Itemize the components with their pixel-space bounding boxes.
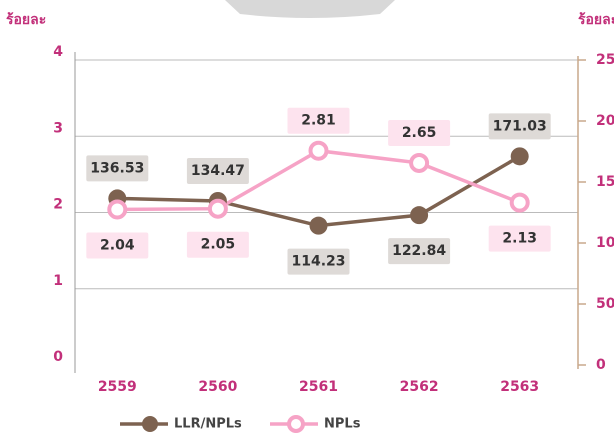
- point: [207, 198, 228, 219]
- point: [509, 192, 530, 213]
- data-label-box: [86, 232, 149, 259]
- y2-tick-label: 200: [596, 113, 614, 129]
- data-label-group: 136.53: [86, 155, 149, 182]
- y-axis-title: ร้อยละ: [6, 12, 46, 28]
- data-label-group: 2.13: [488, 225, 551, 252]
- x-tick-label: 2560: [198, 379, 237, 395]
- data-label-box: [86, 155, 149, 182]
- data-label-group: 2.05: [186, 231, 249, 258]
- y-tick-label: 1: [53, 273, 63, 289]
- y2-tick-label: 0: [596, 357, 606, 373]
- data-label-box: [388, 119, 451, 146]
- data-label-box: [186, 231, 249, 258]
- data-label: 2.04: [100, 237, 135, 253]
- data-label: 171.03: [493, 118, 547, 134]
- y2-tick-label: 250: [596, 52, 614, 68]
- point: [510, 147, 529, 166]
- y-tick-label: 0: [53, 349, 63, 365]
- x-tick-label: 2559: [98, 379, 137, 395]
- legend-swatch: [287, 415, 305, 433]
- data-label-box: [488, 113, 551, 140]
- data-label: 114.23: [291, 254, 345, 270]
- data-label: 134.47: [191, 163, 245, 179]
- y2-tick-label: 150: [596, 174, 614, 190]
- data-label: 2.13: [502, 231, 537, 247]
- data-label-box: [287, 107, 350, 134]
- point: [308, 140, 329, 161]
- y-tick-label: 2: [53, 197, 63, 213]
- data-label-group: 122.84: [388, 238, 451, 265]
- point: [309, 216, 328, 235]
- data-label-group: 2.81: [287, 107, 350, 134]
- data-label: 2.05: [201, 237, 236, 253]
- data-label-group: 171.03: [488, 113, 551, 140]
- point: [107, 199, 128, 220]
- legend-label: LLR/NPLs: [174, 417, 242, 432]
- data-label-box: [388, 238, 451, 265]
- data-label: 122.84: [392, 243, 446, 259]
- data-label-box: [186, 157, 249, 184]
- x-tick-label: 2562: [400, 379, 439, 395]
- y2-axis-title: ร้อยละ: [578, 12, 614, 28]
- data-label: 136.53: [90, 160, 144, 176]
- data-label-group: 2.65: [388, 119, 451, 146]
- x-tick-label: 2561: [299, 379, 338, 395]
- series-line: [117, 154, 521, 228]
- data-label-box: [287, 248, 350, 275]
- decoration: [225, 0, 395, 18]
- data-label-group: 134.47: [186, 157, 249, 184]
- data-label-group: 114.23: [287, 248, 350, 275]
- point: [409, 152, 430, 173]
- data-label-box: [488, 225, 551, 252]
- point: [410, 206, 429, 225]
- legend-swatch: [142, 416, 158, 432]
- data-label: 2.81: [301, 113, 336, 129]
- legend-label: NPLs: [324, 417, 361, 432]
- data-label: 2.65: [402, 125, 437, 141]
- y-tick-label: 4: [53, 44, 63, 60]
- x-tick-label: 2563: [500, 379, 539, 395]
- y2-tick-label: 100: [596, 235, 614, 251]
- y2-tick-label: 50: [596, 296, 614, 312]
- y-tick-label: 3: [53, 120, 63, 136]
- data-label-group: 2.04: [86, 232, 149, 259]
